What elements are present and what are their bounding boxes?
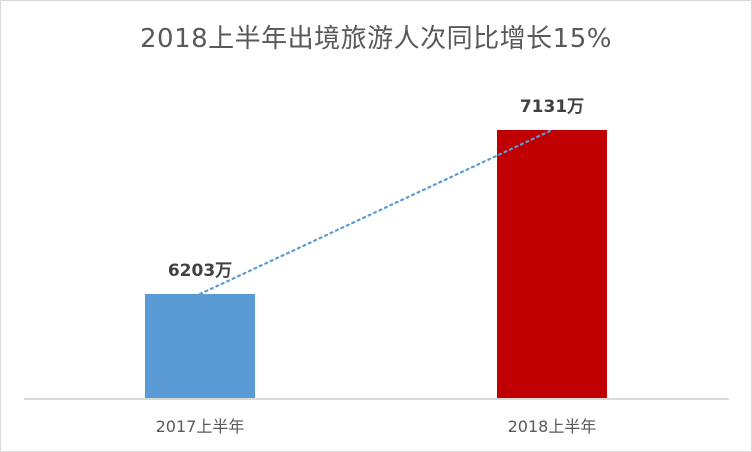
- x-tick-2017: 2017上半年: [155, 417, 245, 436]
- x-axis-line: [24, 398, 729, 400]
- data-label-2018: 7131万: [519, 97, 585, 117]
- bar-2018: [497, 130, 607, 399]
- x-tick-2018: 2018上半年: [507, 417, 597, 436]
- chart-title: 2018上半年出境旅游人次同比增长15%: [140, 24, 612, 54]
- bar-2017: [145, 294, 255, 399]
- data-label-2017: 6203万: [167, 261, 233, 281]
